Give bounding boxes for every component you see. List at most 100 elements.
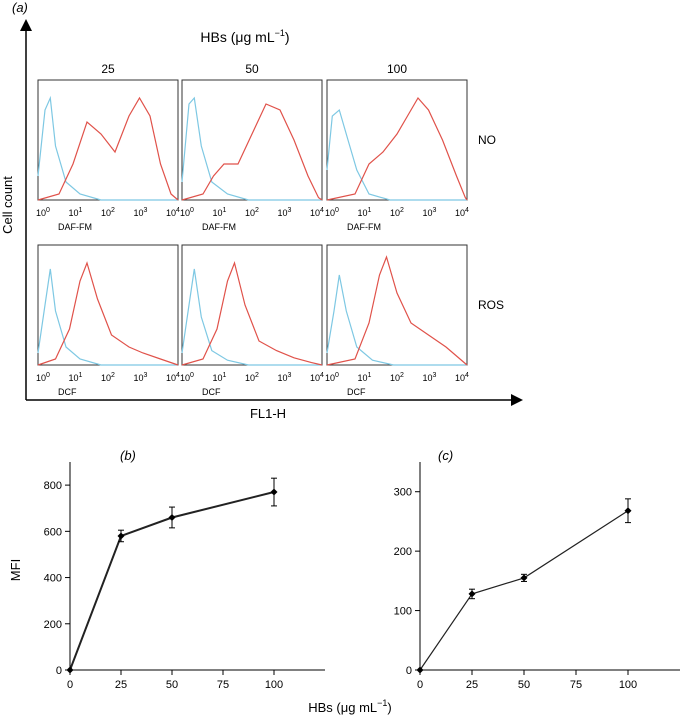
histogram-panel [37, 79, 179, 201]
top-title-close: ) [285, 29, 290, 45]
control-histogram [181, 268, 322, 366]
x-tick-label: 75 [570, 679, 582, 691]
control-histogram [37, 268, 178, 366]
treated-histogram [37, 96, 179, 201]
data-point [468, 590, 476, 598]
data-point [416, 666, 424, 674]
x-tick-label: 103 [423, 207, 437, 218]
treated-histogram [37, 261, 179, 366]
x-tick-label: 101 [358, 207, 372, 218]
probe-label: DAF-FM [58, 222, 92, 232]
y-axis-label: Cell count [0, 176, 15, 234]
x-tick-label: 25 [466, 679, 478, 691]
chart-c: 0 100 200 300 0 25 50 75 100 [394, 462, 680, 691]
data-point [270, 488, 278, 496]
series-line [69, 491, 275, 671]
x-tick-label: 101 [69, 372, 83, 383]
treated-histogram [181, 103, 323, 201]
y-tick-label: 800 [44, 480, 62, 492]
top-title-sup: −1 [275, 28, 285, 38]
treated-histogram [326, 96, 468, 201]
histogram-grid: 25 50 100 NO 100 101 102 103 104 DAF-FM 100 101 102 1… [36, 62, 504, 397]
series-line [419, 510, 629, 671]
x-tick-label: 104 [166, 207, 180, 218]
panel-c-label: (c) [438, 448, 453, 463]
column-label: 100 [387, 62, 407, 76]
bottom-axis-label-sup: −1 [377, 698, 387, 708]
histogram-panel [37, 244, 179, 366]
x-tick-label: 103 [134, 207, 148, 218]
x-tick-label: 100 [36, 207, 50, 218]
probe-label: DCF [58, 387, 77, 397]
y-tick-label: 300 [394, 487, 412, 499]
x-tick-label: 103 [423, 372, 437, 383]
y-tick-label: 100 [394, 606, 412, 618]
x-tick-label: 102 [245, 207, 259, 218]
panel-a-label: (a) [12, 0, 28, 15]
control-histogram [326, 108, 467, 201]
x-tick-label: 100 [619, 679, 637, 691]
x-axis-label: FL1-H [250, 406, 286, 421]
histogram-panel [181, 79, 323, 201]
data-point [117, 532, 125, 540]
x-tick-label: 103 [278, 372, 292, 383]
x-tick-label: 0 [67, 679, 73, 691]
treated-histogram [326, 255, 468, 366]
x-tick-label: 101 [213, 372, 227, 383]
data-point [168, 513, 176, 521]
x-tick-label: 103 [278, 207, 292, 218]
x-tick-label: 100 [325, 207, 339, 218]
control-histogram [181, 96, 322, 201]
x-tick-label: 100 [36, 372, 50, 383]
x-tick-label: 101 [358, 372, 372, 383]
chart-b: 0 200 400 600 800 0 25 50 75 100 [44, 462, 325, 691]
x-tick-label: 104 [455, 372, 469, 383]
x-tick-label: 102 [101, 372, 115, 383]
x-tick-label: 100 [180, 372, 194, 383]
control-histogram [326, 274, 467, 366]
data-point [520, 574, 528, 582]
y-tick-label: 400 [44, 573, 62, 585]
x-tick-label: 0 [417, 679, 423, 691]
bottom-axis-label-main: HBs (μg mL [308, 700, 377, 715]
probe-label: DAF-FM [202, 222, 236, 232]
y-tick-label: 0 [56, 665, 62, 677]
top-title-main: HBs (μg mL [200, 29, 274, 45]
histogram-panel [181, 244, 323, 366]
x-tick-label: 104 [166, 372, 180, 383]
x-tick-label: 102 [390, 207, 404, 218]
x-tick-label: 103 [134, 372, 148, 383]
probe-label: DAF-FM [347, 222, 381, 232]
x-tick-label: 25 [115, 679, 127, 691]
x-tick-label: 104 [455, 207, 469, 218]
row-label: ROS [478, 298, 504, 312]
x-tick-label: 101 [69, 207, 83, 218]
x-tick-label: 50 [518, 679, 530, 691]
bottom-axis-label: HBs (μg mL−1) [308, 698, 392, 715]
x-tick-label: 100 [180, 207, 194, 218]
column-label: 50 [245, 62, 259, 76]
y-tick-label: 200 [394, 546, 412, 558]
y-tick-label: 200 [44, 619, 62, 631]
x-tick-label: 101 [213, 207, 227, 218]
x-tick-label: 100 [325, 372, 339, 383]
y-tick-label: 600 [44, 526, 62, 538]
x-tick-label: 102 [390, 372, 404, 383]
column-label: 25 [101, 62, 115, 76]
data-point [624, 507, 632, 515]
x-tick-label: 102 [101, 207, 115, 218]
data-point [66, 666, 74, 674]
x-tick-label: 100 [265, 679, 283, 691]
top-title: HBs (μg mL−1) [200, 28, 289, 45]
y-tick-label: 0 [406, 665, 412, 677]
panel-b-label: (b) [120, 448, 136, 463]
x-tick-label: 104 [310, 372, 324, 383]
probe-label: DCF [347, 387, 366, 397]
probe-label: DCF [202, 387, 221, 397]
x-tick-label: 50 [166, 679, 178, 691]
treated-histogram [181, 261, 323, 366]
x-tick-label: 75 [217, 679, 229, 691]
x-tick-label: 104 [310, 207, 324, 218]
bottom-axis-label-close: ) [387, 700, 391, 715]
